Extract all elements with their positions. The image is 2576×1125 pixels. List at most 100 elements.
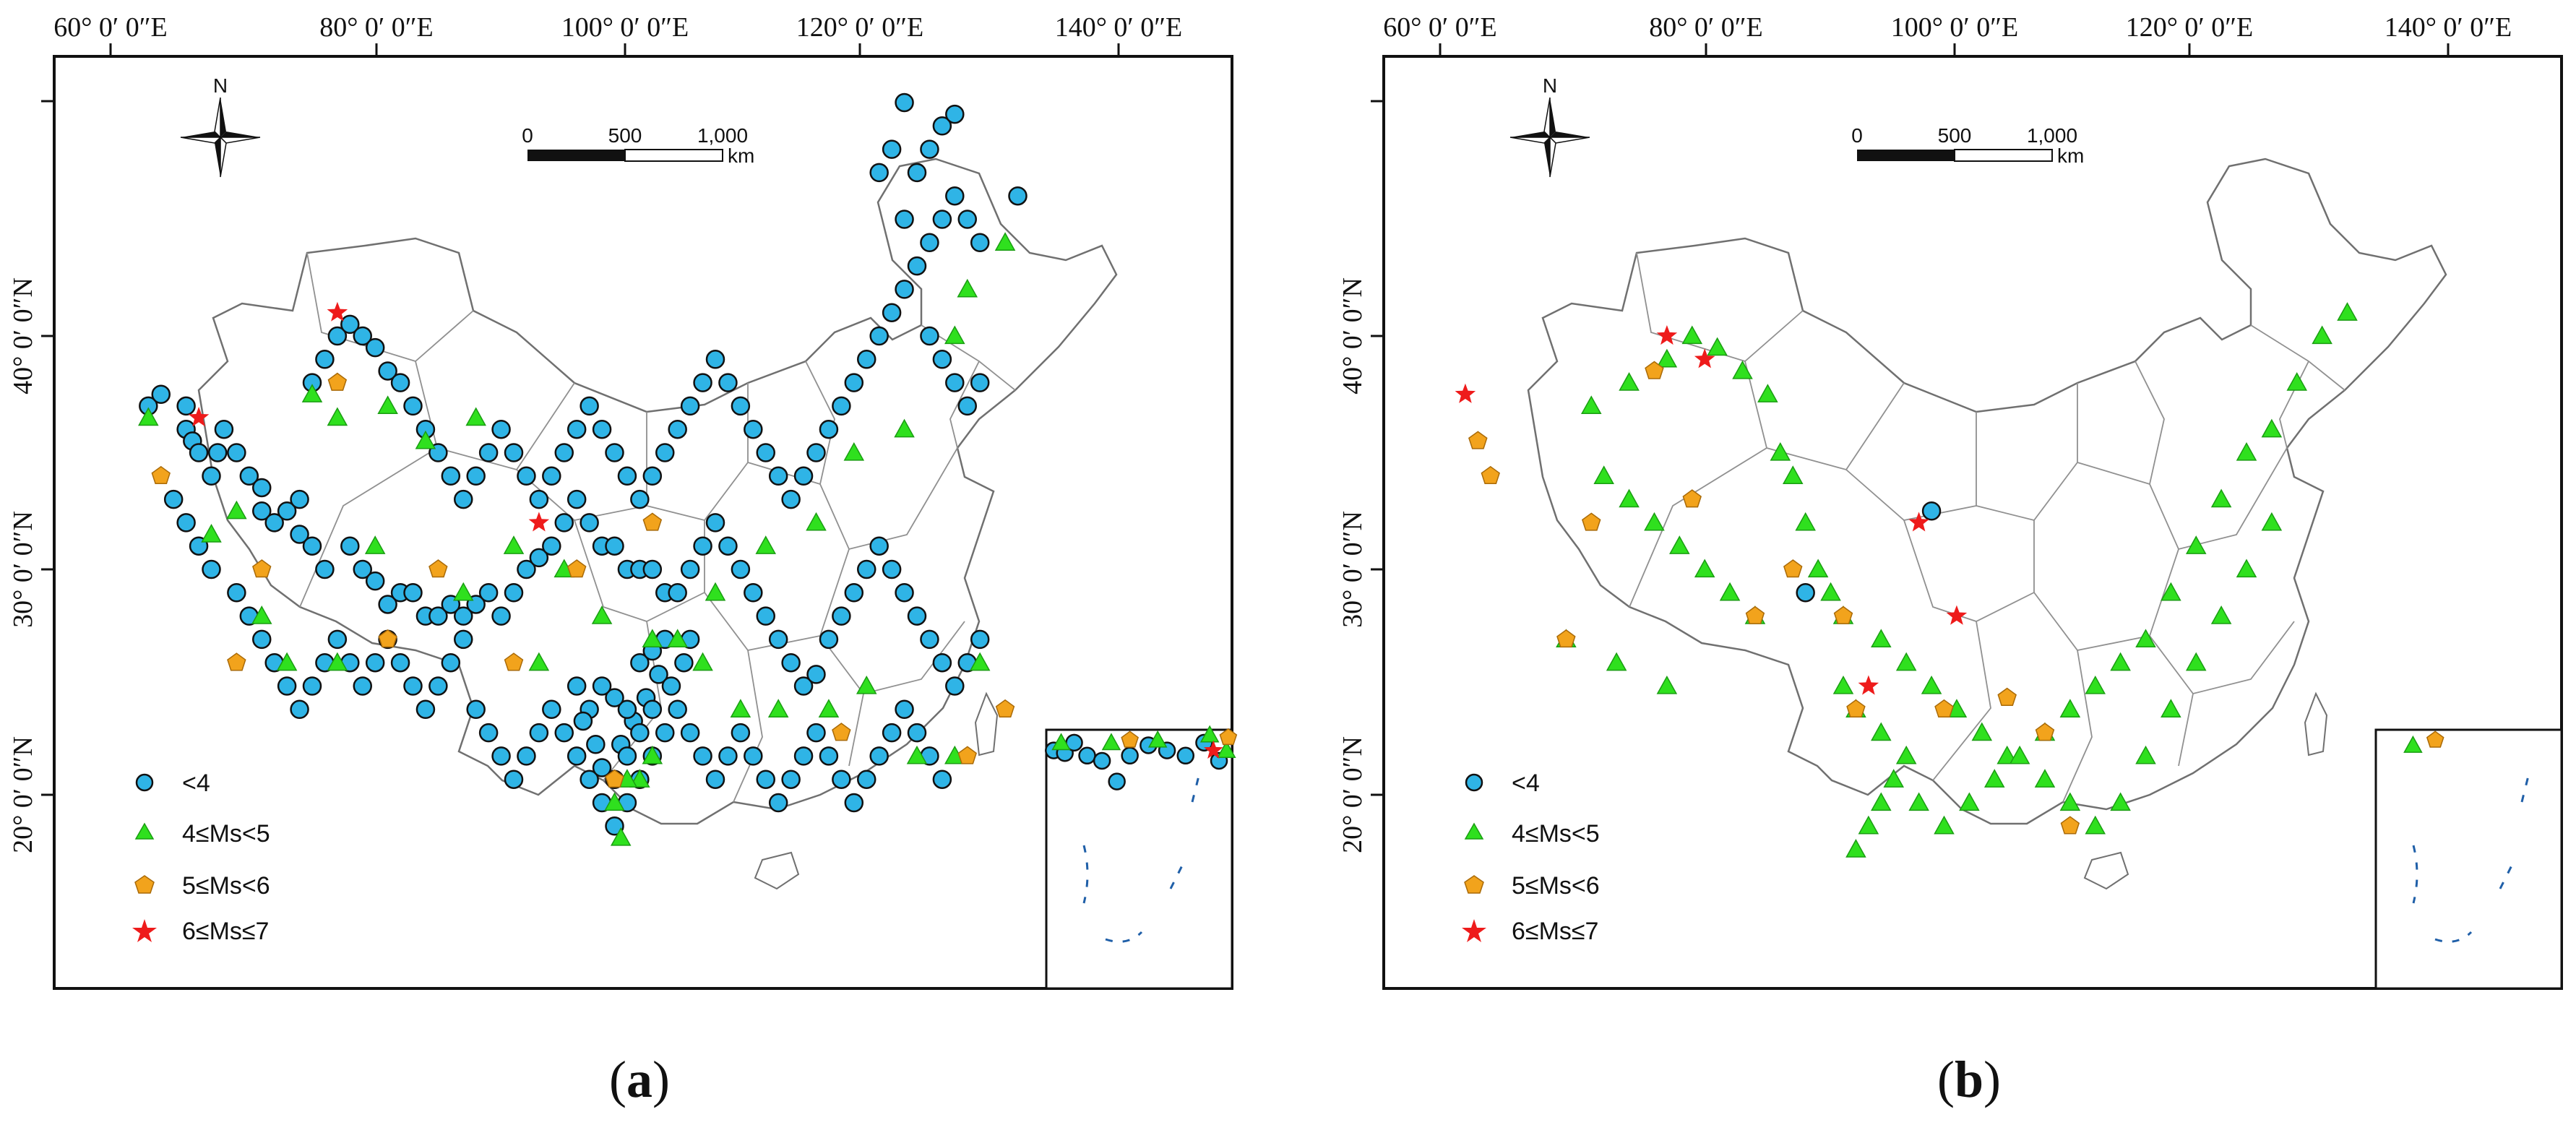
quake-a-m4to5-0 (138, 407, 159, 426)
inset-quake-b-m5to6-0 (2426, 730, 2444, 748)
quake-a-lt4-192 (920, 139, 939, 159)
quake-a-lt4-170 (793, 466, 814, 486)
quake-a-lt4-147 (504, 443, 524, 462)
quake-a-lt4-117 (768, 793, 788, 813)
lon-label-80: 80° 0′ 0″E (319, 12, 434, 43)
quake-a-m4to5-16 (856, 675, 877, 694)
quake-a-lt4-113 (718, 746, 738, 766)
quake-a-lt4-108 (655, 723, 675, 743)
quake-a-lt4-188 (957, 396, 977, 416)
quake-a-lt4-187 (945, 373, 965, 392)
quake-a-lt4-32 (504, 583, 524, 603)
quake-a-lt4-219 (586, 735, 606, 754)
inset-quake-a-lt4-3 (1078, 746, 1096, 765)
quake-a-lt4-88 (403, 676, 423, 696)
quake-a-lt4-76 (252, 629, 272, 650)
quake-a-lt4-7 (207, 443, 228, 462)
quake-a-lt4-126 (882, 723, 902, 743)
quake-a-lt4-60 (857, 559, 876, 579)
quake-a-lt4-1 (151, 384, 171, 404)
quake-a-lt4-90 (428, 676, 448, 696)
inset-quake-a-m4to5-2 (1147, 730, 1168, 748)
quake-a-lt4-43 (642, 559, 663, 579)
quake-b-m5to6-0 (1468, 431, 1488, 449)
quake-b-m4to5-64 (2261, 512, 2283, 531)
quake-a-lt4-161 (680, 396, 700, 416)
legend-label-lt4: <4 (182, 770, 210, 797)
quake-b-m5to6-13 (2060, 816, 2080, 835)
quake-a-lt4-74 (227, 583, 246, 603)
quake-a-lt4-17 (302, 536, 322, 556)
quake-a-lt4-28 (454, 606, 473, 626)
inset-quake-a-m5to6-0 (1121, 730, 1139, 748)
quake-a-lt4-160 (668, 419, 687, 439)
quake-a-lt4-133 (327, 326, 348, 346)
quake-a-lt4-49 (718, 536, 738, 556)
lat-label-20-b: 20° 0′ 0″N (1337, 736, 1368, 853)
quake-a-lt4-62 (882, 559, 902, 579)
quake-a-m6to7-1 (327, 301, 348, 322)
quake-a-lt4-104 (605, 816, 624, 836)
quake-a-lt4-11 (252, 478, 272, 498)
quake-a-m4to5-31 (944, 325, 965, 345)
quake-b-m5to6-2 (1556, 629, 1576, 648)
scale-unit: km (728, 145, 754, 167)
quake-b-m4to5-32 (1593, 465, 1614, 484)
quake-a-lt4-195 (869, 163, 889, 183)
quake-a-m4to5-27 (755, 535, 777, 554)
lon-label-120: 120° 0′ 0″E (796, 12, 924, 43)
quake-a-lt4-196 (882, 139, 902, 159)
quake-b-m4to5-54 (2009, 745, 2030, 764)
quake-a-lt4-162 (693, 373, 712, 392)
inset-quake-a-lt4-4 (1093, 751, 1111, 770)
quake-a-lt4-146 (491, 419, 511, 439)
quake-a-lt4-151 (554, 443, 574, 462)
quake-a-lt4-58 (832, 606, 851, 626)
quake-a-lt4-153 (580, 396, 599, 416)
quake-a-m5to6-11 (428, 559, 448, 578)
quake-a-m5to6-5 (605, 769, 624, 788)
lat-label-30-b: 30° 0′ 0″N (1337, 511, 1368, 628)
quake-a-m6to7-2 (188, 407, 210, 427)
quake-a-lt4-36 (554, 513, 574, 533)
quake-b-m4to5-8 (1782, 465, 1804, 484)
quake-b-m5to6-6 (1745, 605, 1765, 624)
quake-a-lt4-165 (731, 396, 751, 416)
quake-a-lt4-38 (580, 513, 599, 533)
inset-quake-a-m5to6-1 (1219, 728, 1238, 746)
scale-bar-a: 0 500 1,000 km (522, 124, 754, 167)
quake-a-m4to5-14 (767, 699, 789, 717)
legend-b: <4 4≤Ms<5 5≤Ms<6 6≤Ms≤7 (1462, 770, 1600, 945)
quake-a-lt4-176 (869, 326, 889, 346)
quake-b-m4to5-46 (1883, 769, 1905, 788)
quake-a-lt4-97 (517, 746, 536, 766)
quake-a-m5to6-12 (567, 559, 587, 578)
quake-b-m4to5-29 (2286, 372, 2308, 391)
quake-a-m4to5-32 (957, 278, 978, 298)
quake-a-m5to6-0 (151, 465, 171, 485)
quake-a-lt4-128 (907, 723, 927, 743)
inset-quake-a-m4to5-3 (1199, 725, 1220, 743)
scale-label-0-b: 0 (1851, 124, 1863, 147)
quake-a-m4to5-5 (377, 395, 398, 415)
quake-a-lt4-64 (907, 606, 927, 626)
quake-a-lt4-61 (869, 536, 889, 556)
quake-a-lt4-80 (302, 676, 322, 696)
quake-a-lt4-159 (655, 443, 675, 462)
quake-a-m4to5-39 (994, 232, 1016, 251)
quake-a-lt4-14 (277, 501, 297, 521)
quake-a-lt4-152 (567, 419, 587, 439)
quake-b-m4to5-5 (1732, 360, 1753, 379)
quake-a-lt4-118 (781, 770, 801, 789)
quake-b-m4to5-1 (1619, 372, 1640, 391)
quake-b-m4to5-51 (1934, 815, 1955, 835)
quake-b-m4to5-0 (1580, 395, 1602, 415)
quake-a-lt4-50 (731, 559, 751, 579)
quake-a-lt4-137 (378, 361, 397, 381)
quake-b-m5to6-10 (1934, 699, 1954, 718)
quake-a-lt4-180 (920, 233, 939, 253)
north-arrow-b: N (1509, 74, 1590, 178)
quake-b-m5to6-8 (1833, 605, 1853, 624)
quake-a-lt4-110 (680, 723, 700, 743)
quake-b-m4to5-57 (2085, 815, 2106, 835)
